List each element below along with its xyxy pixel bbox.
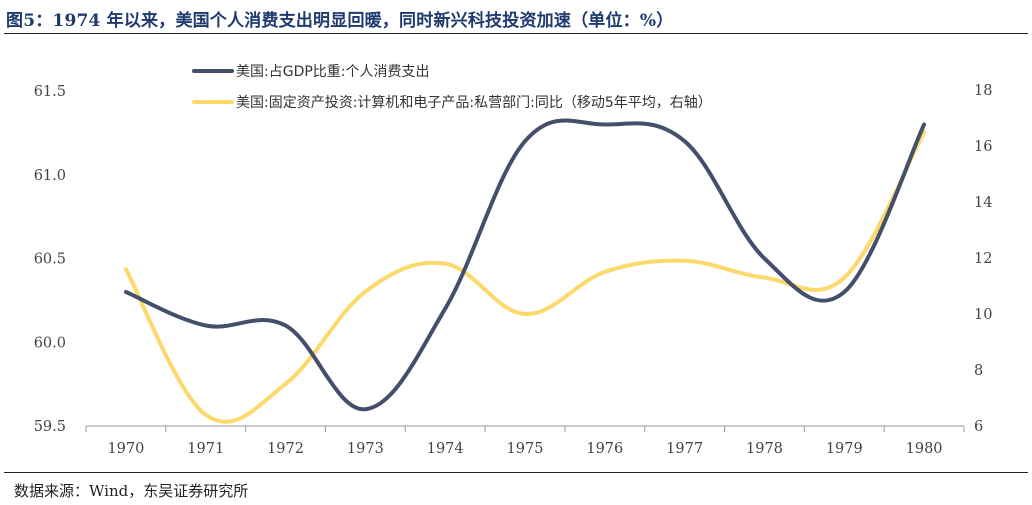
x-axis-tick-label: 1972 <box>267 441 304 457</box>
x-axis-tick-label: 1970 <box>107 441 144 457</box>
x-axis-ticks: 1970 1971 1972 1973 1974 1975 1976 1977 1978 1979… <box>107 441 942 457</box>
right-axis-tick-label: 16 <box>974 139 992 155</box>
x-axis-tick-label: 1975 <box>507 441 544 457</box>
source-note: 数据来源：Wind，东吴证券研究所 <box>14 482 249 500</box>
chart-axes <box>85 425 965 432</box>
x-axis-tick-label: 1973 <box>347 441 384 457</box>
x-axis-tick-label: 1976 <box>586 441 623 457</box>
legend-label-2: 美国:固定资产投资:计算机和电子产品:私营部门:同比（移动5年平均，右轴） <box>236 95 712 111</box>
series-line-2 <box>123 130 927 424</box>
chart-title: 图5：1974 年以来，美国个人消费支出明显回暖，同时新兴科技投资加速（单位：%… <box>6 11 674 31</box>
left-axis-tick-label: 60.0 <box>34 335 66 351</box>
series-lines <box>123 118 927 424</box>
x-axis-tick-label: 1971 <box>187 441 224 457</box>
left-axis-tick-label: 61.0 <box>34 168 66 184</box>
x-axis-tick-label: 1977 <box>666 441 703 457</box>
x-axis-tick-label: 1979 <box>826 441 863 457</box>
source-divider <box>4 472 1028 473</box>
right-axis-tick-label: 12 <box>974 251 992 267</box>
left-axis-tick-label: 59.5 <box>34 419 66 435</box>
x-axis-tick-label: 1978 <box>746 441 783 457</box>
right-axis-tick-label: 8 <box>974 363 983 379</box>
right-axis-tick-label: 18 <box>974 83 992 99</box>
title-divider <box>4 33 1028 34</box>
series-line-1 <box>123 118 927 412</box>
right-axis-tick-label: 6 <box>974 419 983 435</box>
right-axis-tick-label: 10 <box>974 307 992 323</box>
right-axis-ticks: 6 8 10 12 14 16 18 <box>974 83 992 435</box>
left-axis-tick-label: 60.5 <box>34 252 66 268</box>
legend-label-1: 美国:占GDP比重:个人消费支出 <box>236 64 430 80</box>
x-axis-tick-label: 1980 <box>906 441 943 457</box>
x-axis-tick-label: 1974 <box>427 441 464 457</box>
left-axis-ticks: 59.5 60.0 60.5 61.0 61.5 <box>34 84 66 435</box>
left-axis-tick-label: 61.5 <box>34 84 66 100</box>
legend: 美国:占GDP比重:个人消费支出美国:固定资产投资:计算机和电子产品:私营部门:… <box>192 64 712 111</box>
right-axis-tick-label: 14 <box>974 195 992 211</box>
